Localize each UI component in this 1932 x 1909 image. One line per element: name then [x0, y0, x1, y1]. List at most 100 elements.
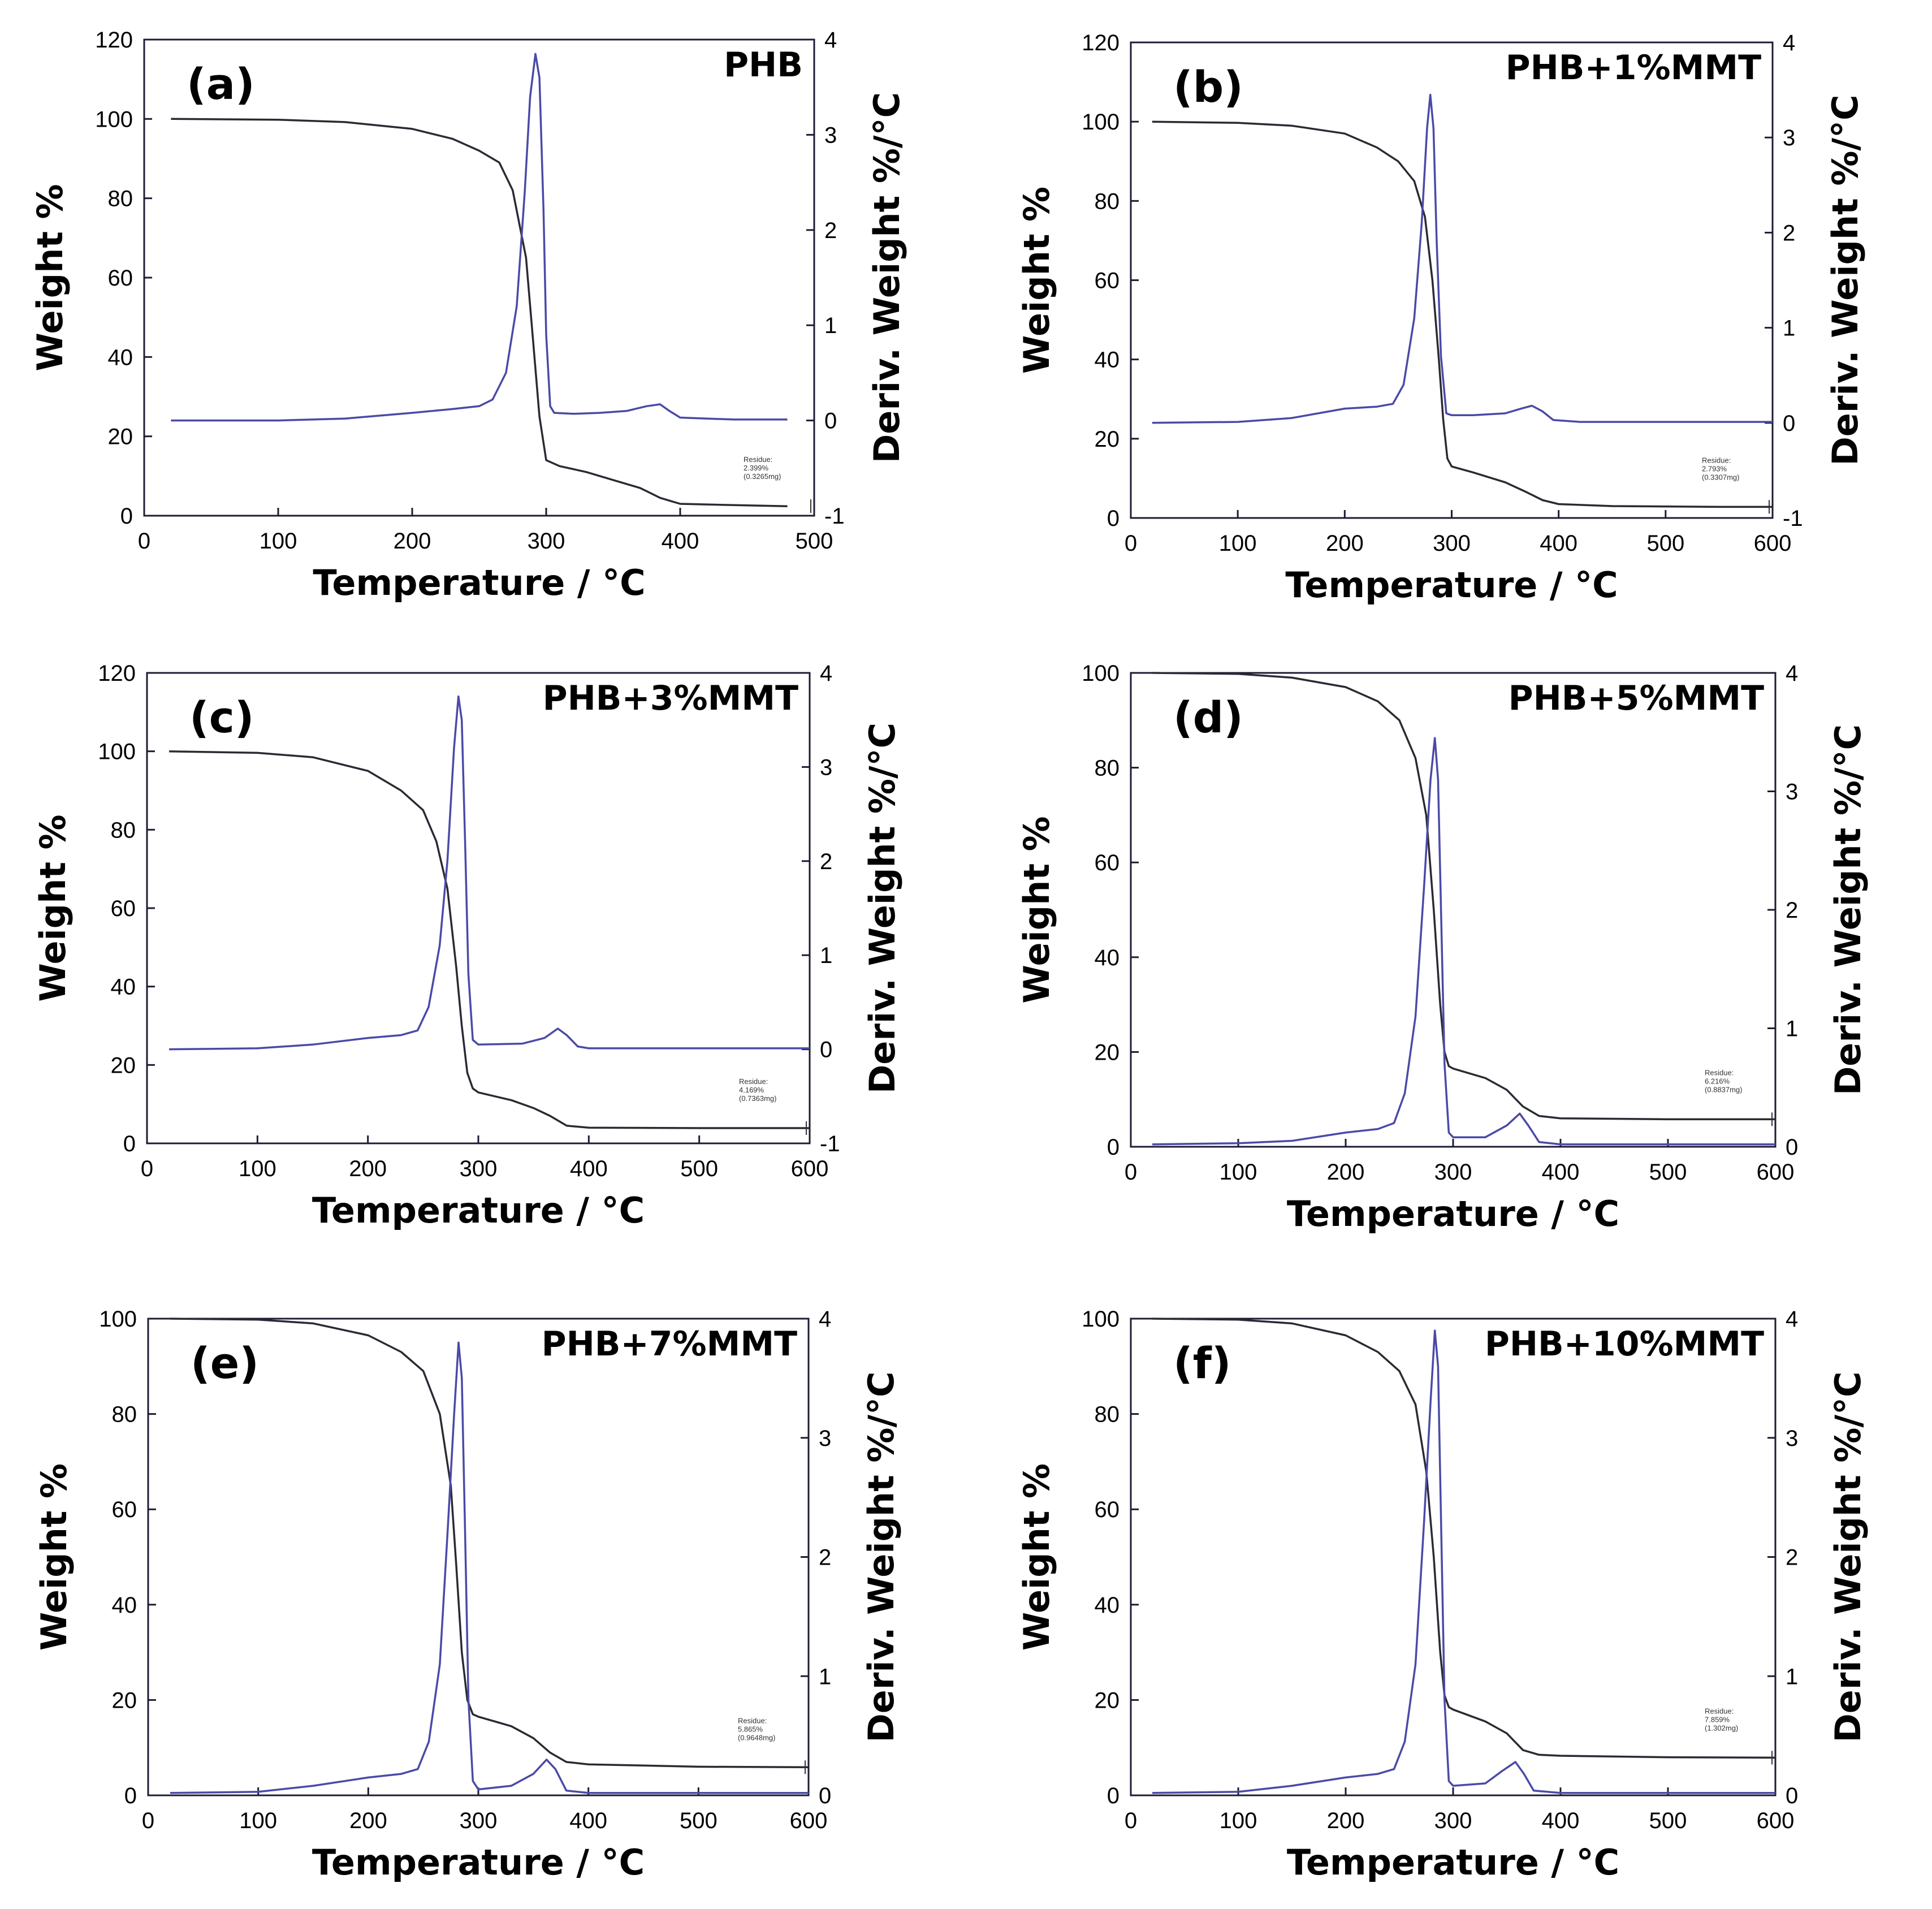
y2-tick-label: -1	[820, 1131, 840, 1156]
y-tick-label: 20	[111, 1053, 136, 1078]
x-tick-label: 500	[680, 1156, 718, 1181]
sample-label: PHB+10%MMT	[1485, 1324, 1764, 1364]
residue-annotation: Residue:	[1702, 456, 1731, 464]
x-tick-label: 100	[239, 1156, 276, 1181]
sample-label: PHB+3%MMT	[543, 679, 798, 718]
x-tick-label: 300	[1434, 1160, 1472, 1185]
y-tick-label: 120	[98, 661, 136, 686]
y-axis-title: Weight %	[1016, 1463, 1057, 1651]
x-tick-label: 400	[570, 1156, 608, 1181]
y-tick-label: 20	[1095, 1688, 1120, 1713]
panel-label: (a)	[187, 59, 255, 109]
chart-panel: 0 100 200 300 400 500 600 0 20 40 60 80 100 120 -1 0 1 2 3…	[32, 661, 903, 1231]
y2-tick-label: 0	[824, 409, 837, 434]
y2-tick-label: 0	[819, 1783, 831, 1808]
sample-label: PHB+1%MMT	[1506, 48, 1761, 88]
y2-tick-label: 1	[819, 1664, 831, 1689]
x-tick-label: 500	[796, 529, 833, 554]
y-tick-label: 20	[108, 425, 133, 450]
y-tick-label: 40	[1095, 945, 1120, 970]
x-tick-label: 600	[1754, 531, 1792, 556]
x-tick-label: 100	[260, 529, 297, 554]
sample-label: PHB+5%MMT	[1509, 679, 1764, 718]
y-tick-label: 100	[98, 740, 136, 765]
residue-annotation: (0.9648mg)	[738, 1733, 775, 1742]
x-tick-label: 600	[791, 1156, 829, 1181]
residue-annotation: 7.859%	[1705, 1715, 1730, 1724]
y2-axis-title: Deriv. Weight %/°C	[861, 1371, 902, 1742]
panel-label: (f)	[1173, 1338, 1231, 1388]
y-tick-label: 60	[1095, 269, 1120, 293]
y2-tick-label: 3	[1783, 126, 1795, 150]
chart-panel: 0 100 200 300 400 500 0 20 40 60 80 100 120 -1 0 1 2 3 4 Te…	[29, 28, 907, 603]
deriv-weight-line	[171, 53, 788, 422]
y-tick-label: 0	[1107, 506, 1120, 531]
x-tick-label: 600	[1757, 1160, 1795, 1185]
y-axis-title: Weight %	[29, 184, 71, 371]
y2-tick-label: 4	[1786, 661, 1798, 686]
residue-annotation: Residue:	[1705, 1068, 1734, 1077]
deriv-weight-line	[1152, 93, 1773, 424]
y-tick-label: 120	[1082, 31, 1120, 55]
y2-tick-label: 2	[1786, 898, 1798, 923]
y2-tick-label: 0	[1786, 1135, 1798, 1160]
plot-frame	[1130, 41, 1774, 519]
x-tick-label: 300	[1434, 1808, 1472, 1833]
y-axis-title: Weight %	[1016, 816, 1057, 1003]
x-tick-label: 500	[1646, 531, 1684, 556]
weight-line	[1152, 120, 1773, 508]
x-tick-label: 300	[460, 1808, 498, 1833]
y-tick-label: 80	[111, 818, 136, 843]
y-axis-title: Weight %	[1016, 187, 1057, 374]
weight-line	[169, 750, 810, 1129]
y-tick-label: 0	[1107, 1783, 1120, 1808]
x-axis-title: Temperature / °C	[312, 1190, 645, 1231]
deriv-weight-line	[169, 695, 810, 1051]
y-tick-label: 80	[1095, 1402, 1120, 1427]
y-tick-label: 20	[112, 1688, 137, 1713]
sample-label: PHB	[724, 45, 803, 85]
residue-annotation: 5.865%	[738, 1725, 763, 1733]
x-tick-label: 400	[662, 529, 699, 554]
y2-axis-title: Deriv. Weight %/°C	[1827, 1371, 1869, 1742]
panel-label: (d)	[1173, 692, 1243, 742]
y-tick-label: 100	[95, 107, 133, 132]
y-tick-label: 100	[1082, 110, 1120, 135]
y-tick-label: 60	[111, 896, 136, 921]
weight-line	[1152, 1318, 1776, 1759]
x-tick-label: 200	[1327, 1160, 1365, 1185]
y-tick-label: 80	[108, 187, 133, 211]
residue-annotation: 2.793%	[1702, 464, 1727, 473]
y2-tick-label: 1	[820, 943, 832, 968]
y2-tick-label: 3	[824, 123, 837, 148]
plot-frame	[1130, 1318, 1777, 1796]
x-tick-label: 300	[460, 1156, 498, 1181]
y2-tick-label: 4	[820, 661, 832, 686]
weight-line	[1152, 672, 1775, 1121]
chart-panel: 0 100 200 300 400 500 60002040608010001234Temp…	[1016, 1307, 1869, 1883]
x-axis-title: Temperature / °C	[1287, 1842, 1619, 1883]
residue-annotation: (0.8837mg)	[1705, 1085, 1742, 1094]
y2-tick-label: 0	[1783, 411, 1795, 436]
y2-tick-label: 2	[1783, 221, 1795, 245]
y2-axis-title: Deriv. Weight %/°C	[1827, 724, 1869, 1095]
y2-tick-label: 4	[1783, 31, 1795, 55]
y-tick-label: 120	[95, 28, 133, 53]
y-tick-label: 60	[1095, 1497, 1120, 1522]
weight-line	[171, 118, 788, 507]
x-tick-label: 200	[1327, 1808, 1365, 1833]
y2-tick-label: 3	[1786, 780, 1798, 805]
x-tick-label: 200	[1326, 531, 1364, 556]
x-tick-label: 200	[349, 1156, 387, 1181]
x-tick-label: 100	[1220, 1808, 1257, 1833]
y-tick-label: 40	[108, 345, 133, 370]
x-tick-label: 500	[1649, 1160, 1687, 1185]
residue-annotation: (0.3307mg)	[1702, 473, 1739, 481]
x-tick-label: 600	[790, 1808, 828, 1833]
residue-annotation: (0.3265mg)	[744, 472, 781, 481]
y-tick-label: 40	[111, 975, 136, 1000]
x-axis-title: Temperature / °C	[1287, 1193, 1619, 1234]
residue-annotation: 6.216%	[1705, 1077, 1730, 1085]
y-axis-title: Weight %	[33, 1463, 75, 1651]
x-tick-label: 0	[138, 529, 150, 554]
